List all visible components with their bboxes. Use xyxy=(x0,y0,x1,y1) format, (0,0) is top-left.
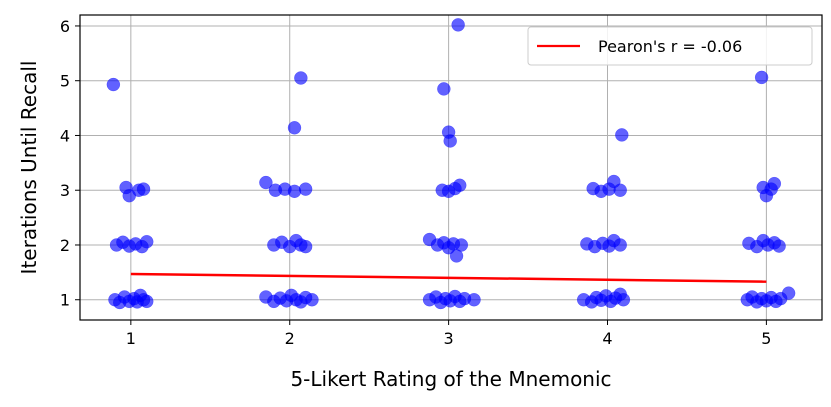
y-tick-label: 2 xyxy=(60,236,70,255)
scatter-point xyxy=(451,18,465,32)
x-axis-label: 5-Likert Rating of the Mnemonic xyxy=(290,367,611,391)
scatter-point xyxy=(259,175,273,190)
fit-line-group xyxy=(130,272,767,283)
scatter-point xyxy=(454,238,469,252)
x-tick-label: 1 xyxy=(126,329,136,348)
scatter-point xyxy=(443,134,457,148)
scatter-point xyxy=(781,286,796,300)
y-tick-label: 3 xyxy=(60,181,70,200)
scatter-point xyxy=(287,121,302,135)
scatter-point xyxy=(616,292,631,307)
scatter-point xyxy=(294,71,308,85)
legend: Pearon's r = -0.06 xyxy=(527,26,813,66)
x-tick-label: 2 xyxy=(285,329,295,348)
x-tick-label: 3 xyxy=(444,329,454,348)
scatter-point xyxy=(452,178,467,193)
y-tick-label: 4 xyxy=(60,126,70,145)
scatter-point xyxy=(613,183,627,197)
scatter-point xyxy=(106,77,121,92)
y-axis-ticks: 1 2 3 4 5 6 xyxy=(60,17,80,310)
y-tick-label: 6 xyxy=(60,17,70,36)
fit-line xyxy=(130,272,767,283)
scatter-point xyxy=(613,238,627,252)
scatter-point xyxy=(305,292,319,307)
scatter-point xyxy=(772,239,786,253)
legend-label: Pearon's r = -0.06 xyxy=(598,37,742,56)
x-axis-ticks: 1 2 3 4 5 xyxy=(126,320,771,348)
scatter-point xyxy=(754,70,769,85)
y-tick-label: 5 xyxy=(60,72,70,91)
scatter-point xyxy=(615,128,629,142)
y-axis-label: Iterations Until Recall xyxy=(17,61,41,275)
scatter-point xyxy=(449,249,464,263)
legend-box xyxy=(527,26,813,66)
scatter-point xyxy=(437,82,451,96)
x-tick-label: 5 xyxy=(761,329,771,348)
scatter-point xyxy=(136,182,151,196)
scatter-point xyxy=(298,182,313,196)
x-tick-label: 4 xyxy=(602,329,612,348)
scatter-point xyxy=(767,176,782,191)
scatter-points xyxy=(106,18,796,310)
scatter-point xyxy=(298,239,313,254)
scatter-point xyxy=(287,184,302,199)
y-tick-label: 1 xyxy=(60,291,70,310)
plot-frame xyxy=(79,14,823,321)
scatter-point xyxy=(467,292,481,307)
scatter-point xyxy=(139,234,154,249)
scatter-point xyxy=(139,294,154,309)
